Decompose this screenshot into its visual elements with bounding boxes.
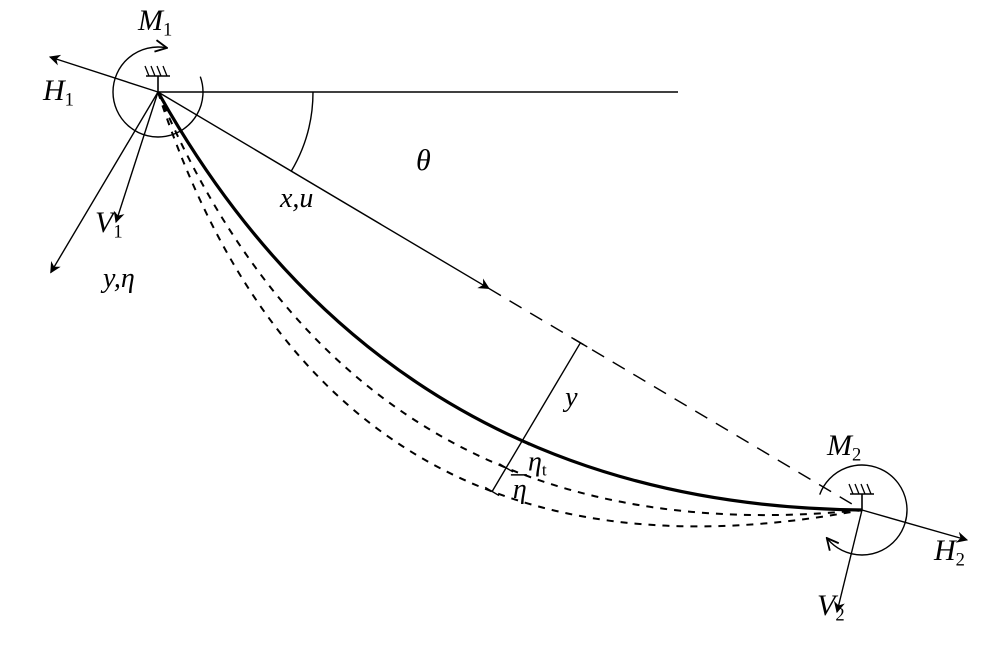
svg-text:V2: V2: [817, 589, 845, 625]
cable-element-diagram: θx,uy,ηyηtηH1V1M1H2V2M2: [0, 0, 1000, 651]
svg-text:θ: θ: [416, 144, 431, 177]
svg-text:y: y: [562, 382, 578, 413]
svg-text:H2: H2: [933, 534, 965, 570]
svg-text:M2: M2: [826, 429, 861, 465]
svg-text:y,η: y,η: [100, 263, 135, 294]
svg-text:x,u: x,u: [279, 183, 313, 214]
svg-text:V1: V1: [95, 206, 123, 242]
svg-text:H1: H1: [42, 74, 74, 110]
svg-text:M1: M1: [137, 4, 172, 40]
svg-text:η: η: [513, 474, 527, 505]
